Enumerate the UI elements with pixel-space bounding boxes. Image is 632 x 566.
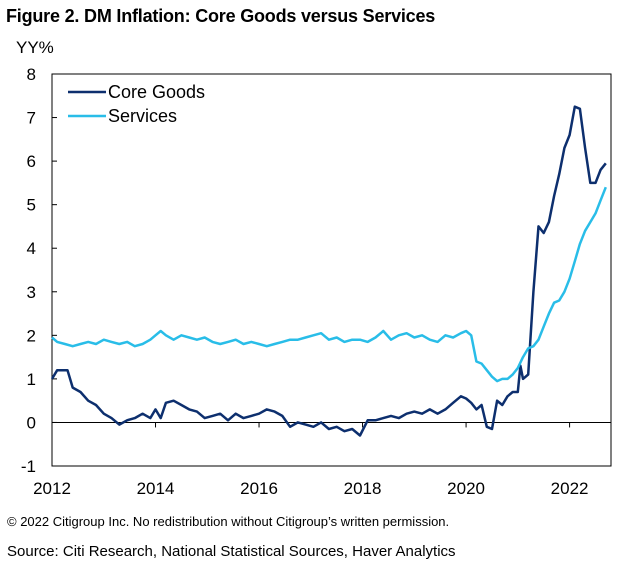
y-tick-label: 1: [27, 370, 36, 389]
chart-title: Figure 2. DM Inflation: Core Goods versu…: [6, 6, 436, 26]
series-line-services: [51, 186, 607, 383]
y-axis-label: YY%: [16, 38, 54, 57]
x-tick-label: 2016: [240, 479, 278, 498]
legend-label-core-goods: Core Goods: [108, 82, 205, 102]
plot-frame: [51, 73, 612, 467]
y-tick-label: 8: [27, 65, 36, 84]
x-tick-label: 2018: [344, 479, 382, 498]
legend-label-services: Services: [108, 106, 177, 126]
y-tick-label: 6: [27, 152, 36, 171]
y-tick-label: 5: [27, 196, 36, 215]
y-tick-label: 3: [27, 283, 36, 302]
y-tick-label: 7: [27, 109, 36, 128]
x-tick-label: 2022: [551, 479, 589, 498]
y-tick-label: 4: [27, 239, 36, 258]
y-tick-label: 2: [27, 326, 36, 345]
x-tick-label: 2020: [447, 479, 485, 498]
inflation-line-chart: -1 0 1 2 3 4 5 6 7 8 2012 2014 2016 2018 2020 2022 Core …: [21, 65, 612, 498]
y-tick-label: 0: [27, 413, 36, 432]
source-note: Source: Citi Research, National Statisti…: [7, 543, 456, 560]
x-tick-label: 2012: [33, 479, 71, 498]
series-line-core-goods: [50, 105, 607, 437]
x-tick-label: 2014: [137, 479, 175, 498]
y-tick-label: -1: [21, 457, 36, 476]
copyright-note: © 2022 Citigroup Inc. No redistribution …: [7, 514, 450, 529]
